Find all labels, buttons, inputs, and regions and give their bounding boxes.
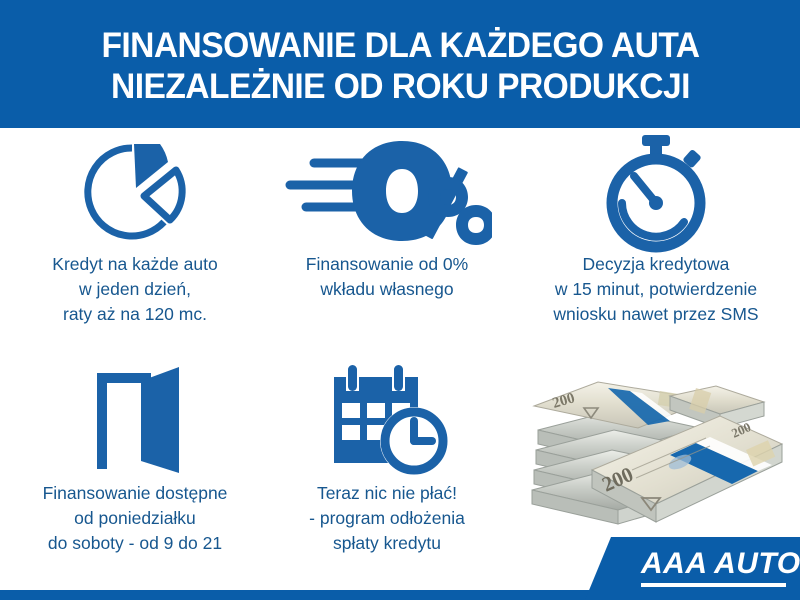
- money-stacks-image: 200 200 200: [520, 358, 785, 538]
- feature-caption-deferred-payment: Teraz nic nie płać! - program odłożenia …: [309, 481, 465, 556]
- caption-line: Kredyt na każde auto: [52, 254, 218, 274]
- caption-line: - program odłożenia: [309, 508, 465, 528]
- feature-caption-decision-time: Decyzja kredytowa w 15 minut, potwierdze…: [553, 252, 758, 327]
- banknote-bundles-illustration: 200 200 200: [531, 381, 784, 525]
- caption-line: wkładu własnego: [320, 279, 454, 299]
- caption-line: Teraz nic nie płać!: [316, 483, 458, 503]
- aaa-auto-logo[interactable]: AAA AUTO: [585, 537, 800, 600]
- header-title-line-2: NIEZALEŻNIE OD ROKU PRODUKCJI: [110, 67, 690, 106]
- caption-line: Finansowanie dostępne: [42, 483, 228, 503]
- feature-item-deferred-payment: Teraz nic nie płać! - program odłożenia …: [262, 363, 512, 556]
- caption-line: w 15 minut, potwierdzenie: [554, 279, 758, 299]
- zero-percent-icon: [285, 141, 492, 245]
- calendar-clock-icon-wrap: [322, 363, 452, 481]
- caption-line: do soboty - od 9 do 21: [47, 533, 223, 553]
- caption-line: Finansowanie od 0%: [305, 254, 469, 274]
- header-title-line-1: FINANSOWANIE DLA KAŻDEGO AUTA: [100, 26, 700, 65]
- open-door-icon: [97, 367, 179, 473]
- calendar-clock-icon: [334, 365, 448, 475]
- feature-caption-credit: Kredyt na każde auto w jeden dzień, raty…: [52, 252, 217, 327]
- caption-line: w jeden dzień,: [79, 279, 191, 299]
- feature-item-credit: Kredyt na każde auto w jeden dzień, raty…: [8, 134, 262, 327]
- bottom-accent-bar: [0, 590, 800, 600]
- stopwatch-icon: [606, 135, 706, 253]
- logo-underline: [641, 583, 786, 587]
- pie-chart-icon-wrap: [72, 134, 198, 252]
- caption-line: raty aż na 120 mc.: [63, 304, 207, 324]
- feature-item-decision-time: Decyzja kredytowa w 15 minut, potwierdze…: [512, 134, 800, 327]
- zero-percent-icon-wrap: [282, 134, 492, 252]
- feature-caption-zero-percent: Finansowanie od 0% wkładu własnego: [306, 252, 468, 302]
- logo-background-shape: [585, 537, 800, 600]
- caption-line: wniosku nawet przez SMS: [553, 304, 759, 324]
- logo-text: AAA AUTO: [641, 547, 800, 580]
- feature-item-opening-hours: Finansowanie dostępne od poniedziałku do…: [8, 363, 262, 556]
- header-banner: FINANSOWANIE DLA KAŻDEGO AUTA NIEZALEŻNI…: [0, 0, 800, 128]
- feature-grid: Kredyt na każde auto w jeden dzień, raty…: [0, 128, 800, 600]
- open-door-icon-wrap: [75, 363, 195, 481]
- svg-text:200: 200: [729, 419, 753, 441]
- caption-line: od poniedziałku: [74, 508, 196, 528]
- pie-chart-icon: [84, 144, 186, 240]
- feature-caption-opening-hours: Finansowanie dostępne od poniedziałku do…: [43, 481, 228, 556]
- caption-line: Decyzja kredytowa: [582, 254, 730, 274]
- stopwatch-icon-wrap: [594, 134, 718, 253]
- feature-item-zero-percent: Finansowanie od 0% wkładu własnego: [262, 134, 512, 302]
- svg-text:200: 200: [551, 390, 577, 412]
- caption-line: spłaty kredytu: [333, 533, 441, 553]
